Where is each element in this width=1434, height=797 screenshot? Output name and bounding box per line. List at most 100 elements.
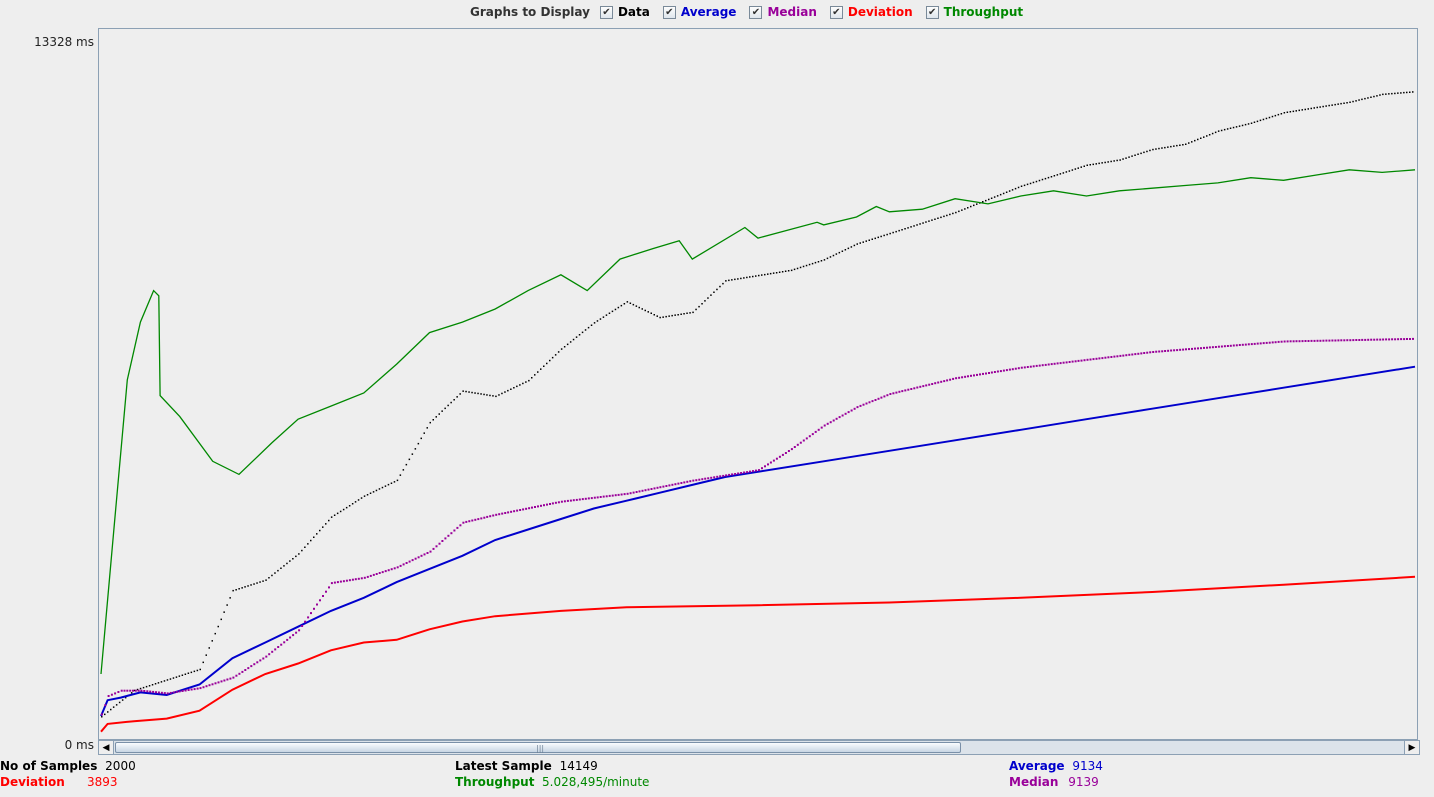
data-point-median (999, 370, 1002, 373)
data-point-median (1098, 357, 1101, 360)
data-point-data (611, 310, 614, 313)
data-point-data (295, 555, 297, 558)
data-point-median (149, 690, 152, 693)
data-point-data (566, 343, 569, 346)
legend-label-data: Data (617, 5, 650, 19)
data-point-median (1247, 343, 1250, 346)
legend-item-deviation[interactable]: ✔ Deviation (829, 5, 913, 19)
data-point-data (731, 279, 733, 281)
legend-item-median[interactable]: ✔ Median (749, 5, 817, 19)
data-point-data (865, 240, 867, 242)
data-point-median (973, 374, 975, 377)
data-point-median (498, 513, 501, 516)
data-point-data (1334, 103, 1336, 106)
data-point-median (877, 397, 880, 400)
data-point-median (1274, 341, 1277, 344)
data-point-median (560, 500, 563, 503)
data-point-data (988, 198, 990, 201)
data-point-median (1259, 342, 1262, 345)
scroll-right-button[interactable]: ▶ (1404, 741, 1419, 754)
checkbox-median[interactable]: ✔ (749, 5, 763, 19)
data-point-median (946, 379, 949, 382)
data-point-median (599, 496, 602, 498)
data-point-median (1083, 359, 1086, 362)
data-point-median (462, 521, 465, 524)
data-point-data (850, 246, 853, 248)
data-point-median (244, 669, 247, 671)
data-point-data (859, 242, 861, 244)
data-point-median (468, 520, 471, 523)
checkbox-average[interactable]: ✔ (662, 5, 676, 19)
data-point-median (764, 465, 766, 468)
legend-item-throughput[interactable]: ✔ Throughput (925, 5, 1023, 19)
data-point-median (778, 455, 781, 458)
data-point-median (566, 499, 569, 502)
data-point-data (489, 394, 491, 397)
data-point-data (534, 374, 536, 376)
data-point-data (1211, 132, 1214, 135)
data-point-data (1403, 91, 1405, 94)
data-point-data (1170, 145, 1172, 148)
data-point-median (901, 390, 904, 393)
data-point-median (1026, 366, 1029, 368)
data-point-median (554, 501, 557, 504)
data-point-median (1176, 349, 1179, 352)
data-point-median (238, 672, 241, 675)
scroll-left-button[interactable]: ◀ (99, 741, 114, 754)
data-point-data (1176, 144, 1178, 147)
data-point-data (408, 458, 411, 461)
horizontal-scrollbar[interactable]: ◀ ||| ▶ (98, 740, 1420, 755)
data-point-data (1173, 145, 1175, 147)
checkbox-throughput[interactable]: ✔ (925, 5, 939, 19)
data-point-median (886, 394, 889, 397)
data-point-median (1137, 352, 1140, 355)
data-point-data (811, 262, 814, 265)
data-point-median (187, 689, 190, 691)
data-point-data (1379, 94, 1381, 96)
data-point-data (483, 393, 485, 396)
data-point-data (262, 580, 264, 582)
data-point-median (1241, 343, 1244, 346)
data-point-median (247, 667, 250, 670)
data-point-data (1217, 130, 1220, 132)
data-point-median (1122, 354, 1125, 357)
legend-item-average[interactable]: ✔ Average (662, 5, 736, 19)
data-point-median (322, 595, 324, 597)
data-point-median (208, 684, 211, 687)
data-point-median (653, 487, 656, 490)
data-point-median (1298, 340, 1301, 343)
data-point-data (1391, 92, 1393, 95)
data-point-data (1322, 105, 1324, 108)
graphs-to-display-bar: Graphs to Display ✔ Data ✔ Average ✔ Median ✔ D… (470, 4, 1036, 20)
data-point-median (701, 478, 704, 481)
data-point-data (1388, 93, 1390, 95)
data-point-data (698, 305, 700, 308)
legend-label-median: Median (767, 5, 817, 19)
data-point-data (250, 584, 252, 586)
checkbox-deviation[interactable]: ✔ (829, 5, 843, 19)
data-point-data (160, 681, 163, 683)
data-point-data (898, 229, 900, 232)
checkbox-data[interactable]: ✔ (599, 5, 613, 19)
data-point-median (271, 650, 274, 653)
data-point-median (683, 481, 686, 484)
data-point-data (1137, 153, 1139, 155)
series-average (100, 365, 1416, 717)
data-point-median (758, 469, 760, 472)
data-point-data (1256, 120, 1259, 123)
data-point-median (1376, 338, 1379, 341)
data-point-median (569, 499, 572, 502)
data-point-median (1238, 344, 1241, 346)
data-point-median (262, 657, 265, 660)
data-point-median (330, 582, 333, 585)
data-point-data (330, 516, 333, 518)
data-point-data (348, 505, 351, 507)
data-point-median (865, 402, 868, 405)
scroll-thumb[interactable]: ||| (115, 742, 961, 753)
data-point-median (152, 690, 155, 693)
data-point-median (504, 512, 507, 514)
legend-item-data[interactable]: ✔ Data (599, 5, 650, 19)
data-point-data (310, 539, 312, 542)
data-point-median (277, 646, 280, 648)
data-point-data (468, 391, 470, 393)
